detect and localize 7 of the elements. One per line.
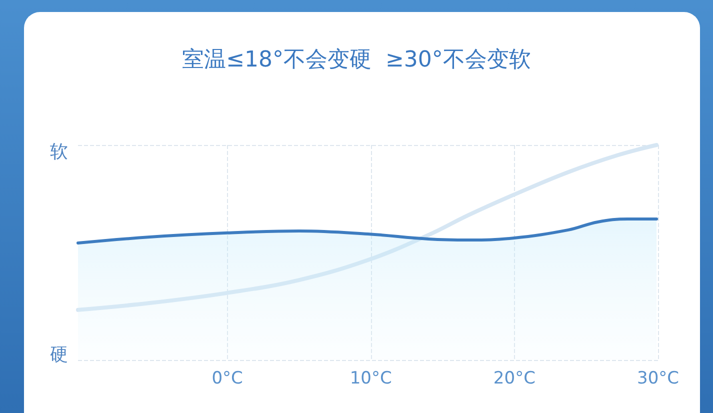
text: 硬 (50, 344, 68, 366)
x-tick-label: 30°C (636, 368, 680, 388)
x-tick-label: 0°C (212, 368, 243, 388)
x-tick-label: 10°C (350, 368, 392, 388)
chart-title: 室温≤18°不会变硬 ≥30°不会变软 (182, 48, 531, 72)
text: 软 (50, 142, 68, 162)
x-tick-label: 20°C (493, 368, 536, 388)
